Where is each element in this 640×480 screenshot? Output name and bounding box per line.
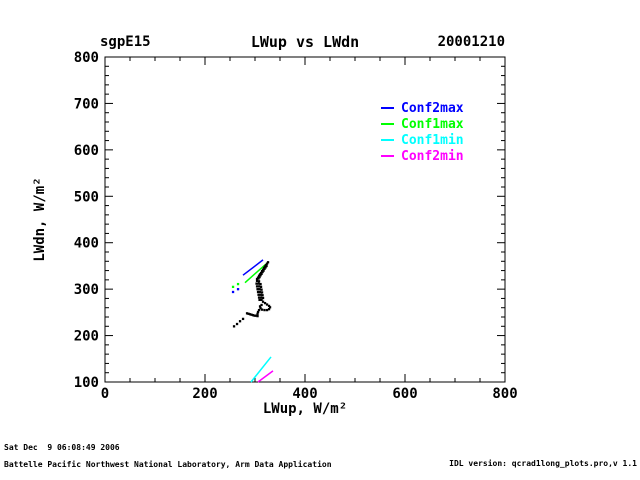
axis-labels: 0 200 400 600 800 100 200 300 400 500 600 700 800 LWu…	[32, 50, 518, 417]
x-tick-label: 200	[192, 386, 217, 402]
series-observations	[232, 261, 272, 328]
legend-item-conf1max: Conf1max	[381, 116, 464, 132]
series-conf1max-points	[231, 282, 240, 289]
y-tick-label: 300	[74, 282, 99, 298]
site-label: sgpE15	[100, 34, 151, 50]
series-conf1max-line	[244, 263, 267, 284]
y-tick-label: 400	[74, 236, 99, 252]
legend-item-conf2max: Conf2max	[381, 100, 464, 116]
plot-title: LWup vs LWdn	[250, 33, 360, 51]
y-axis-label: LWdn, W/m²	[32, 177, 48, 261]
legend-dash-conf2max-icon	[381, 107, 394, 109]
legend-label-conf1max: Conf1max	[401, 116, 464, 132]
y-tick-label: 200	[74, 329, 99, 345]
y-tick-label: 600	[74, 143, 99, 159]
legend: Conf2max Conf1max Conf1min Conf2min	[381, 100, 464, 164]
legend-label-conf2max: Conf2max	[401, 100, 464, 116]
axis-ticks	[104, 56, 506, 383]
footer-provenance: IDL version: qcrad1long_plots.pro,v 1.1 …	[387, 441, 637, 480]
x-tick-label: 400	[292, 386, 317, 402]
y-tick-label: 700	[74, 96, 99, 112]
x-axis-label: LWup, W/m²	[263, 401, 347, 417]
y-tick-label: 100	[74, 375, 99, 391]
x-tick-label: 600	[392, 386, 417, 402]
legend-item-conf1min: Conf1min	[381, 132, 464, 148]
footer-timestamp: Sat Dec 9 06:08:49 2006	[4, 443, 120, 452]
legend-dash-conf1max-icon	[381, 123, 394, 125]
series-conf2max-line	[242, 259, 264, 276]
legend-dash-conf1min-icon	[381, 139, 394, 141]
legend-dash-conf2min-icon	[381, 155, 394, 157]
footer-organization: Battelle Pacific Northwest National Labo…	[4, 460, 332, 469]
series-conf1min-line	[250, 356, 272, 383]
date-label: 20001210	[437, 34, 505, 50]
x-tick-label: 800	[492, 386, 517, 402]
legend-item-conf2min: Conf2min	[381, 148, 464, 164]
series-conf2min-line	[257, 370, 274, 383]
legend-label-conf2min: Conf2min	[401, 148, 464, 164]
idl-version-line: IDL version: qcrad1long_plots.pro,v 1.1	[449, 459, 637, 468]
x-tick-label: 0	[101, 386, 109, 402]
legend-label-conf1min: Conf1min	[401, 132, 464, 148]
y-tick-label: 500	[74, 189, 99, 205]
y-tick-label: 800	[74, 50, 99, 66]
series-conf2max-points	[231, 288, 240, 294]
